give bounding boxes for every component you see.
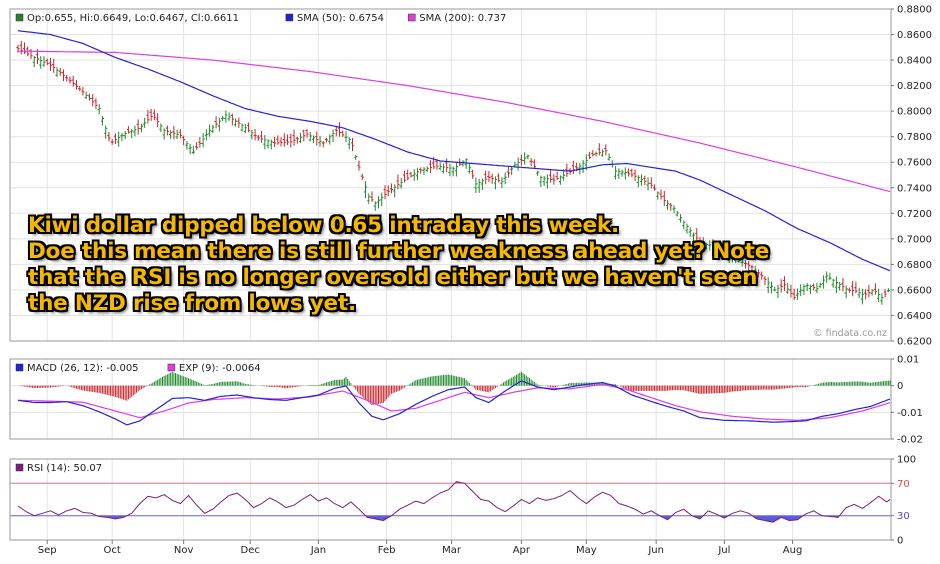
legend-swatch <box>408 13 416 22</box>
macd-line <box>17 380 891 426</box>
y-tick-label: 0.7000 <box>897 234 932 245</box>
legend-swatch <box>15 363 24 372</box>
x-tick-label: Oct <box>104 545 121 556</box>
y-tick-label: 0.6200 <box>897 337 932 348</box>
x-tick-label: Mar <box>442 545 462 556</box>
legend-label: SMA (50): 0.6754 <box>297 13 384 24</box>
y-tick-label: 0.8000 <box>897 107 932 118</box>
sma50-line <box>17 30 891 272</box>
x-tick-label: Aug <box>783 545 803 556</box>
legend-label: RSI (14): 50.07 <box>27 463 102 474</box>
x-tick-label: Jun <box>647 545 664 556</box>
x-tick-label: Nov <box>174 545 194 556</box>
x-tick-label: Feb <box>378 545 396 556</box>
ohlc-bars <box>16 40 890 305</box>
panel-1-frame <box>9 8 892 342</box>
x-tick-label: Sep <box>38 545 57 556</box>
y-tick-label: 0.6600 <box>897 285 932 296</box>
legend-label: SMA (200): 0.737 <box>419 13 506 24</box>
x-tick-label: Apr <box>513 545 531 556</box>
legend-label: Op:0.655, Hi:0.6649, Lo:0.6467, Cl:0.661… <box>27 13 239 24</box>
y-tick-label: 70 <box>897 479 910 490</box>
y-tick-label: 30 <box>897 511 910 522</box>
y-tick-label: 0 <box>897 536 903 547</box>
y-tick-label: 0.6800 <box>897 260 932 271</box>
panel-2-frame <box>9 358 892 440</box>
legend-swatch <box>15 13 24 22</box>
legend-swatch <box>285 13 294 22</box>
legend-swatch <box>167 363 176 372</box>
macd-signal-line <box>17 383 891 421</box>
legend-label: MACD (26, 12): -0.005 <box>27 363 139 374</box>
y-tick-label: 0 <box>897 381 903 392</box>
rsi-line <box>17 481 891 523</box>
y-tick-label: 0.7400 <box>897 183 932 194</box>
x-tick-label: Dec <box>241 545 260 556</box>
panel-3-bg <box>10 459 891 540</box>
x-tick-label: Jul <box>717 545 730 556</box>
x-tick-label: Jan <box>310 545 326 556</box>
y-tick-label: 0.8800 <box>897 5 932 16</box>
y-tick-label: -0.02 <box>897 435 923 446</box>
y-tick-label: 0.7600 <box>897 158 932 169</box>
watermark: © findata.co.nz <box>813 328 887 339</box>
y-tick-label: 0.8400 <box>897 56 932 67</box>
y-tick-label: 0.8600 <box>897 30 932 41</box>
y-tick-label: 0.01 <box>897 355 919 366</box>
y-tick-label: 0.7800 <box>897 132 932 143</box>
panel-1-bg <box>10 9 891 341</box>
x-tick-label: May <box>576 545 597 556</box>
y-tick-label: 0.6400 <box>897 311 932 322</box>
y-tick-label: 0.7200 <box>897 209 932 220</box>
legend-label: EXP (9): -0.0064 <box>179 363 261 374</box>
panel-2-bg <box>10 359 891 439</box>
y-tick-label: 0.8200 <box>897 81 932 92</box>
panel-3-frame <box>9 458 892 541</box>
y-tick-label: -0.01 <box>897 408 923 419</box>
rsi-oversold-fill <box>18 515 890 523</box>
y-tick-label: 100 <box>897 455 916 466</box>
legend-swatch <box>15 463 24 472</box>
sma200-line <box>17 50 891 193</box>
